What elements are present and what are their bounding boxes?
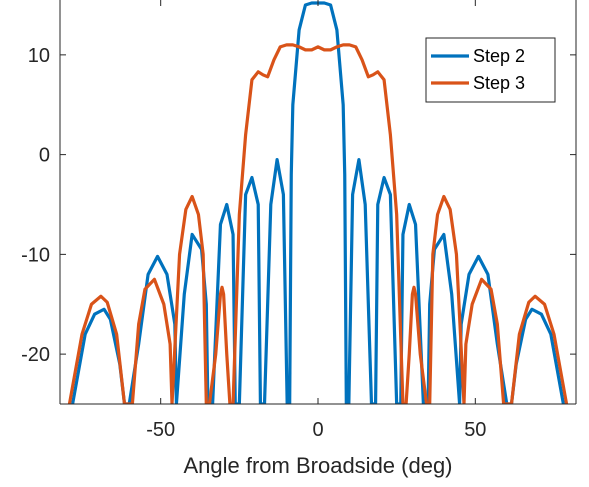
x-axis-label: Angle from Broadside (deg)	[183, 453, 452, 478]
x-tick-label: 50	[464, 419, 486, 441]
legend-box	[425, 37, 556, 103]
series-line-2	[67, 43, 569, 404]
x-tick-label: 0	[312, 419, 323, 441]
legend-label-1: Step 2	[473, 46, 525, 66]
y-tick-label: -20	[21, 344, 50, 366]
y-tick-label: -10	[21, 244, 50, 266]
y-tick-label: 10	[28, 45, 50, 67]
y-tick-label: 0	[39, 145, 50, 167]
legend: Step 2 Step 3	[425, 37, 556, 103]
x-tick-label: -50	[146, 419, 175, 441]
legend-label-2: Step 3	[473, 73, 525, 93]
